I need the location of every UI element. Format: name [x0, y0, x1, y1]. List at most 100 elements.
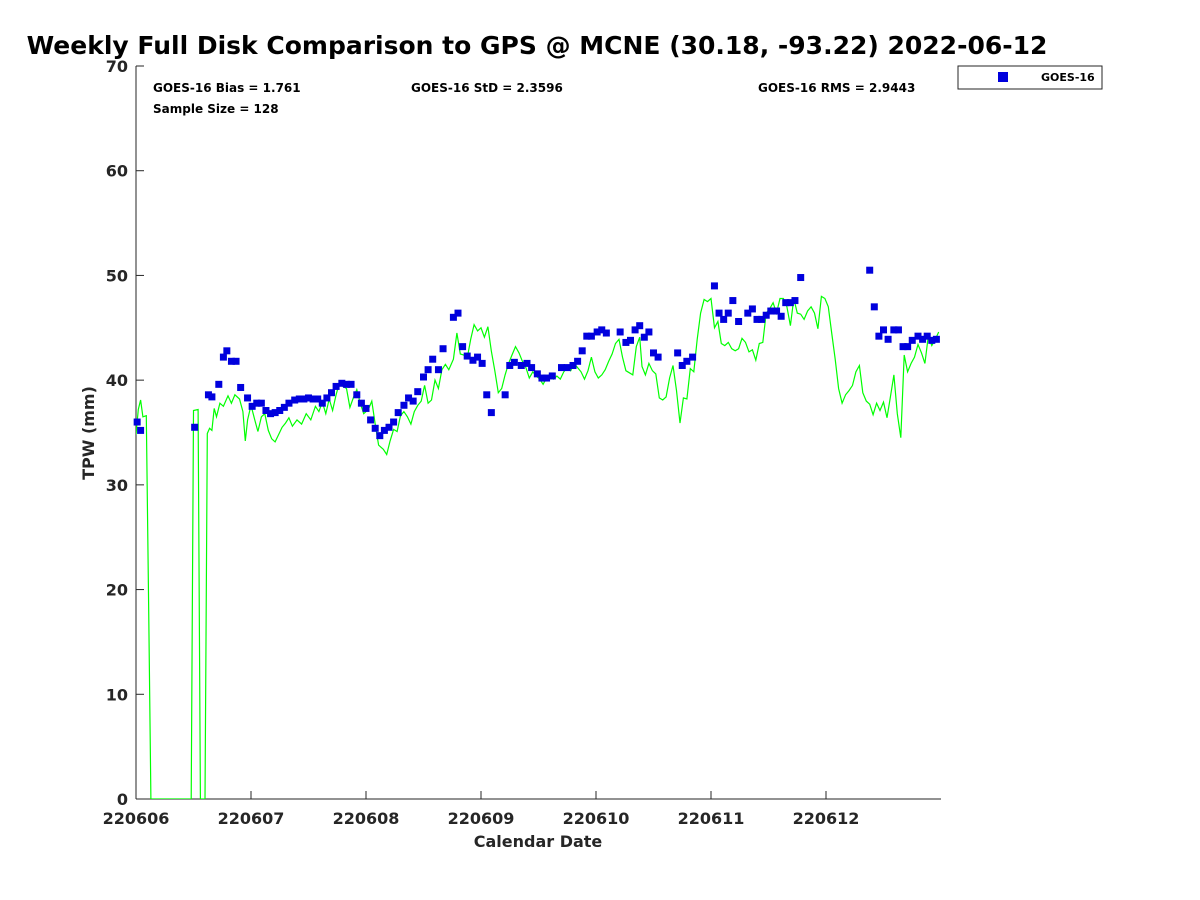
goes16-point [543, 374, 551, 382]
x-tick-label: 220606 [103, 809, 170, 828]
goes16-point [528, 364, 536, 372]
x-tick-label: 220607 [218, 809, 285, 828]
goes16-point [420, 373, 427, 381]
goes16-point [627, 336, 634, 344]
goes16-point [390, 418, 398, 426]
goes16-point [280, 403, 288, 411]
x-axis-label: Calendar Date [474, 832, 603, 851]
goes16-point [622, 338, 630, 346]
goes16-point [244, 394, 252, 402]
goes16-point [884, 335, 892, 343]
goes16-point [478, 359, 486, 367]
bias-stat: GOES-16 Bias = 1.761 [153, 81, 301, 95]
goes16-point [894, 326, 902, 334]
goes16-point [616, 328, 624, 336]
goes16-point [563, 364, 571, 372]
y-tick-label: 30 [106, 476, 128, 495]
goes16-point [593, 328, 601, 336]
sample-size-stat: Sample Size = 128 [153, 102, 279, 116]
goes16-point [332, 382, 340, 390]
goes16-point [574, 357, 582, 365]
goes16-point [866, 266, 874, 274]
goes16-point [578, 347, 586, 355]
goes16-point [587, 332, 595, 340]
goes16-point [506, 361, 514, 369]
goes16-point [510, 358, 518, 366]
goes16-point [257, 399, 265, 407]
goes16-point [724, 309, 732, 317]
goes16-point [291, 396, 299, 404]
goes16-point [295, 395, 303, 403]
goes16-point [748, 305, 756, 313]
goes16-point [919, 335, 927, 343]
y-tick-label: 20 [106, 581, 128, 600]
goes16-point [215, 380, 223, 388]
x-tick-label: 220610 [563, 809, 630, 828]
goes16-point [744, 309, 752, 317]
goes16-point [362, 404, 370, 412]
goes16-point [753, 315, 761, 323]
goes16-point [923, 332, 931, 340]
goes16-point [558, 364, 565, 372]
goes16-point [385, 423, 393, 431]
goes16-point [797, 274, 805, 282]
goes16-point [219, 353, 227, 361]
goes16-point [786, 299, 794, 307]
goes16-point [523, 359, 531, 367]
goes16-point [501, 391, 509, 399]
goes16-point [237, 383, 245, 391]
x-tick-label: 220609 [448, 809, 515, 828]
goes16-point [223, 347, 231, 355]
goes16-point [720, 315, 728, 323]
x-tick-label: 220608 [333, 809, 400, 828]
goes16-point [674, 349, 682, 357]
goes16-point [602, 329, 610, 337]
goes16-point [645, 328, 653, 336]
goes16-point [380, 426, 388, 434]
std-stat: GOES-16 StD = 2.3596 [411, 81, 563, 95]
goes16-point [538, 374, 546, 382]
goes16-point [569, 361, 577, 369]
goes16-point [483, 391, 491, 399]
goes16-point [928, 336, 936, 344]
goes16-point [640, 333, 648, 341]
goes16-point [323, 394, 331, 402]
rms-stat: GOES-16 RMS = 2.9443 [758, 81, 915, 95]
goes16-point [782, 299, 790, 307]
goes16-point [908, 336, 916, 344]
y-tick-label: 50 [106, 266, 128, 285]
goes16-point [394, 409, 402, 417]
goes16-point [899, 343, 907, 351]
goes16-point [533, 370, 541, 378]
goes16-point [424, 366, 432, 374]
goes16-point [583, 332, 591, 340]
goes16-point [300, 395, 308, 403]
goes16-point [338, 379, 346, 387]
goes16-point [208, 393, 216, 401]
goes16-point [439, 345, 447, 353]
goes16-point [469, 356, 477, 364]
goes16-point [191, 423, 199, 431]
goes16-point [232, 357, 240, 365]
goes16-point [409, 397, 417, 405]
legend-marker-goes16 [998, 72, 1008, 82]
goes16-point [650, 349, 657, 357]
goes16-point [890, 326, 898, 334]
goes16-point [631, 326, 639, 334]
goes16-point [777, 312, 785, 320]
goes16-point [880, 326, 887, 334]
goes16-point [636, 322, 644, 330]
goes16-point [400, 401, 408, 409]
goes16-point [904, 343, 912, 351]
goes16-point [305, 394, 312, 402]
goes16-point [267, 410, 275, 418]
goes16-point [276, 407, 284, 415]
goes16-point [449, 313, 457, 321]
y-tick-label: 40 [106, 371, 128, 390]
goes16-point [376, 432, 384, 440]
goes16-point [414, 388, 422, 396]
goes16-point [791, 297, 799, 305]
goes16-point [318, 399, 326, 407]
goes16-point [347, 380, 355, 388]
